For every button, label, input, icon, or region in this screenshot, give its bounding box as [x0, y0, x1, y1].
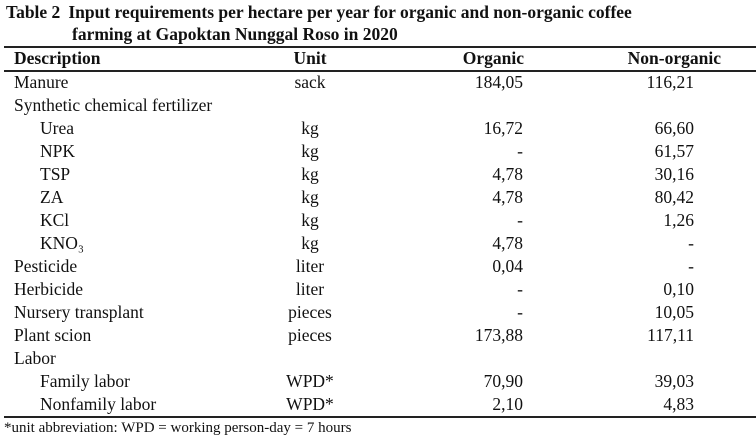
cell-unit: kg	[301, 141, 319, 161]
cell-description: Synthetic chemical fertilizer	[14, 95, 213, 115]
cell-unit: WPD*	[286, 371, 334, 391]
header-non-organic: Non-organic	[627, 48, 721, 68]
cell-non-organic: 61,57	[654, 141, 694, 161]
cell-non-organic: 1,26	[663, 210, 694, 230]
bottom-rule	[4, 416, 756, 418]
cell-non-organic: 117,11	[647, 325, 694, 345]
table-title: Table 2 Input requirements per hectare pe…	[6, 1, 632, 45]
cell-non-organic: 39,03	[654, 371, 694, 391]
cell-organic: -	[517, 279, 523, 299]
cell-non-organic: 80,42	[654, 187, 694, 207]
cell-description: Family labor	[40, 371, 130, 391]
cell-description: NPK	[40, 141, 76, 161]
table-row: Synthetic chemical fertilizer	[0, 94, 756, 117]
cell-description: Nursery transplant	[14, 302, 144, 322]
header-row: Description Unit Organic Non-organic	[0, 47, 756, 70]
cell-organic: 70,90	[483, 371, 523, 391]
table-row: Nursery transplant pieces - 10,05	[0, 301, 756, 324]
cell-organic: 4,78	[492, 187, 523, 207]
header-description: Description	[14, 48, 101, 68]
cell-organic: -	[517, 210, 523, 230]
cell-unit: liter	[295, 256, 325, 276]
cell-organic: 4,78	[492, 233, 523, 253]
cell-description: Labor	[14, 348, 56, 368]
table-row: Pesticide liter 0,04 -	[0, 255, 756, 278]
header-organic: Organic	[462, 48, 524, 68]
cell-unit: pieces	[288, 302, 332, 322]
cell-description: KNO₃	[40, 233, 85, 253]
cell-description: Nonfamily labor	[40, 394, 157, 414]
header-unit: Unit	[293, 48, 327, 68]
cell-description: Herbicide	[14, 279, 83, 299]
cell-organic: -	[517, 141, 523, 161]
cell-organic: 16,72	[483, 118, 523, 138]
table-row: KNO₃ kg 4,78 -	[0, 232, 756, 255]
cell-description: Pesticide	[14, 256, 78, 276]
cell-unit: sack	[294, 72, 326, 92]
cell-description: Plant scion	[14, 325, 92, 345]
table-row: Urea kg 16,72 66,60	[0, 117, 756, 140]
cell-description: ZA	[40, 187, 64, 207]
cell-unit: kg	[301, 210, 319, 230]
cell-organic: 173,88	[474, 325, 523, 345]
cell-non-organic: 10,05	[654, 302, 694, 322]
cell-description: TSP	[40, 164, 71, 184]
cell-non-organic: 0,10	[663, 279, 694, 299]
cell-description: KCl	[40, 210, 70, 230]
table-row: TSP kg 4,78 30,16	[0, 163, 756, 186]
footnote: *unit abbreviation: WPD = working person…	[4, 420, 352, 436]
table-row: Herbicide liter - 0,10	[0, 278, 756, 301]
table-row: Labor	[0, 347, 756, 370]
table-row: Nonfamily labor WPD* 2,10 4,83	[0, 393, 756, 416]
cell-non-organic: 66,60	[654, 118, 694, 138]
table-label: Table 2	[6, 2, 61, 22]
cell-organic: -	[517, 302, 523, 322]
cell-organic: 184,05	[474, 72, 523, 92]
cell-non-organic: -	[688, 233, 694, 253]
table-row: ZA kg 4,78 80,42	[0, 186, 756, 209]
cell-unit: pieces	[288, 325, 332, 345]
table-row: NPK kg - 61,57	[0, 140, 756, 163]
table-row: Manure sack 184,05 116,21	[0, 71, 756, 94]
cell-organic: 4,78	[492, 164, 523, 184]
cell-description: Urea	[40, 118, 75, 138]
cell-description: Manure	[14, 72, 69, 92]
cell-non-organic: -	[688, 256, 694, 276]
table-row: Plant scion pieces 173,88 117,11	[0, 324, 756, 347]
cell-non-organic: 116,21	[646, 72, 694, 92]
cell-unit: kg	[301, 233, 319, 253]
header-rule	[4, 70, 756, 72]
cell-unit: WPD*	[286, 394, 334, 414]
cell-unit: kg	[301, 164, 319, 184]
cell-unit: kg	[301, 118, 319, 138]
table-row: KCl kg - 1,26	[0, 209, 756, 232]
cell-non-organic: 4,83	[663, 394, 694, 414]
title-line-1-wrap: Table 2 Input requirements per hectare pe…	[6, 1, 632, 23]
cell-organic: 0,04	[492, 256, 523, 276]
cell-non-organic: 30,16	[654, 164, 694, 184]
cell-unit: liter	[295, 279, 325, 299]
title-line-1: Input requirements per hectare per year …	[68, 2, 632, 22]
top-rule	[4, 46, 756, 48]
cell-unit: kg	[301, 187, 319, 207]
cell-organic: 2,10	[492, 394, 523, 414]
table-row: Family labor WPD* 70,90 39,03	[0, 370, 756, 393]
title-line-2: farming at Gapoktan Nunggal Roso in 2020	[72, 24, 398, 44]
